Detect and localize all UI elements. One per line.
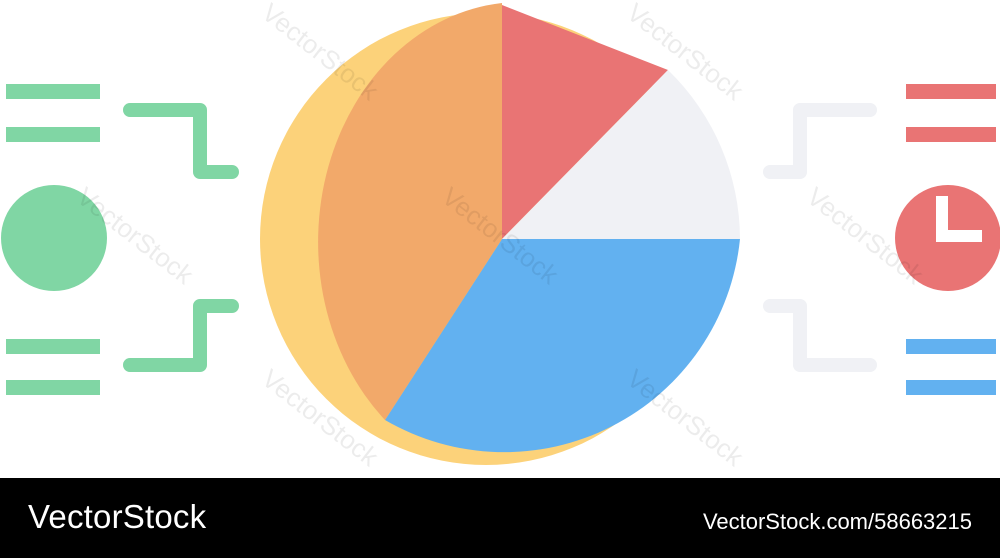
pie-slice-orange (318, 3, 502, 420)
right-legend (763, 84, 1000, 395)
right-top-line-1 (906, 84, 996, 99)
pie-chart-infographic: VectorStock VectorStock VectorStock Vect… (1, 0, 1000, 473)
pie-chart (260, 3, 740, 465)
left-bottom-line-2 (6, 380, 100, 395)
stock-id: VectorStock.com/58663215 (702, 509, 972, 534)
right-bottom-line-1 (906, 339, 996, 354)
left-top-line-2 (6, 127, 100, 142)
pie-slice-light (502, 70, 740, 239)
left-bottom-connector (123, 299, 239, 372)
watermark-text: VectorStock (621, 363, 750, 473)
pie-slice-blue (385, 239, 740, 453)
right-top-connector (763, 103, 877, 179)
footer-bar: VectorStock VectorStock.com/58663215 (0, 478, 1000, 558)
pie-slice-red (502, 5, 668, 239)
brand-name: VectorStock (28, 498, 207, 535)
right-top-line-2 (906, 127, 996, 142)
clock-icon (895, 185, 1000, 291)
left-legend (1, 84, 239, 395)
right-bottom-line-2 (906, 380, 996, 395)
left-top-connector (123, 103, 239, 179)
left-top-line-1 (6, 84, 100, 99)
right-bottom-connector (763, 299, 877, 372)
green-circle-icon (1, 185, 107, 291)
left-bottom-line-1 (6, 339, 100, 354)
